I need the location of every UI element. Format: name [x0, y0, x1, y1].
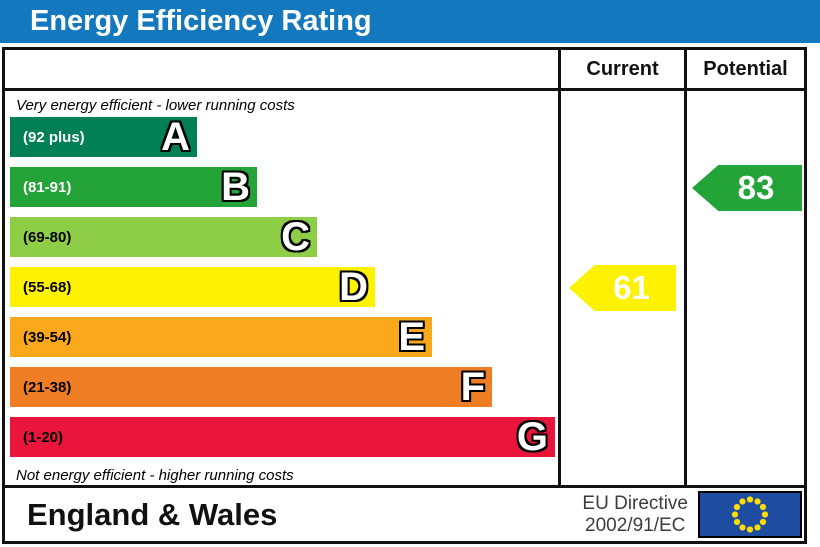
caption-not-efficient: Not energy efficient - higher running co…: [16, 467, 294, 484]
band-row: (21-38) F: [10, 367, 492, 407]
chart-body: Very energy efficient - lower running co…: [5, 91, 804, 485]
band-letter: C: [281, 215, 310, 259]
page-title: Energy Efficiency Rating: [30, 5, 372, 37]
band-range-label: (21-38): [23, 378, 72, 396]
eu-flag-icon: [698, 491, 802, 538]
current-column: 61: [561, 91, 687, 485]
band-row: (1-20) G: [10, 417, 555, 457]
band-range-label: (81-91): [23, 178, 72, 196]
potential-column: 83: [687, 91, 804, 485]
band-letter: A: [161, 115, 190, 159]
rating-table: Current Potential Very energy efficient …: [2, 47, 807, 544]
potential-rating-arrow: 83: [692, 165, 802, 211]
header-spacer: [5, 50, 561, 88]
band-row: (92 plus) A: [10, 117, 197, 157]
band-letter: E: [398, 315, 425, 359]
header-potential: Potential: [703, 57, 788, 80]
eu-directive-line2: 2002/91/EC: [585, 514, 686, 536]
band-range-label: (1-20): [23, 428, 64, 446]
band-letter: B: [221, 165, 250, 209]
current-rating-arrow: 61: [569, 265, 676, 311]
region-label: England & Wales: [27, 496, 278, 532]
header-current: Current: [561, 50, 687, 88]
band-range-label: (39-54): [23, 328, 72, 346]
band-row: (39-54) E: [10, 317, 432, 357]
current-rating-value: 61: [613, 269, 650, 306]
band-range-label: (92 plus): [23, 128, 85, 146]
band-column: Very energy efficient - lower running co…: [5, 91, 561, 485]
band-row: (55-68) D: [10, 267, 375, 307]
eu-flag-bg: [698, 491, 802, 538]
band-letter: F: [460, 365, 485, 409]
eu-directive-line1: EU Directive: [582, 492, 688, 514]
band-range-label: (55-68): [23, 278, 72, 296]
band-row: (81-91) B: [10, 167, 257, 207]
title-bar: Energy Efficiency Rating: [0, 0, 820, 43]
eu-flag-stars: [731, 496, 769, 533]
table-header: Current Potential: [5, 50, 804, 91]
table-footer: England & Wales EU Directive 2002/91/EC: [5, 485, 804, 541]
band-range-label: (69-80): [23, 228, 72, 246]
band-letter: G: [516, 415, 548, 459]
band-row: (69-80) C: [10, 217, 317, 257]
potential-rating-value: 83: [737, 169, 775, 206]
caption-efficient: Very energy efficient - lower running co…: [16, 97, 295, 114]
band-list: (92 plus) A (81-91) B (69-80) C (55-68) …: [5, 117, 558, 467]
eu-directive-label: EU Directive 2002/91/EC: [582, 493, 698, 537]
band-letter: D: [339, 265, 368, 309]
